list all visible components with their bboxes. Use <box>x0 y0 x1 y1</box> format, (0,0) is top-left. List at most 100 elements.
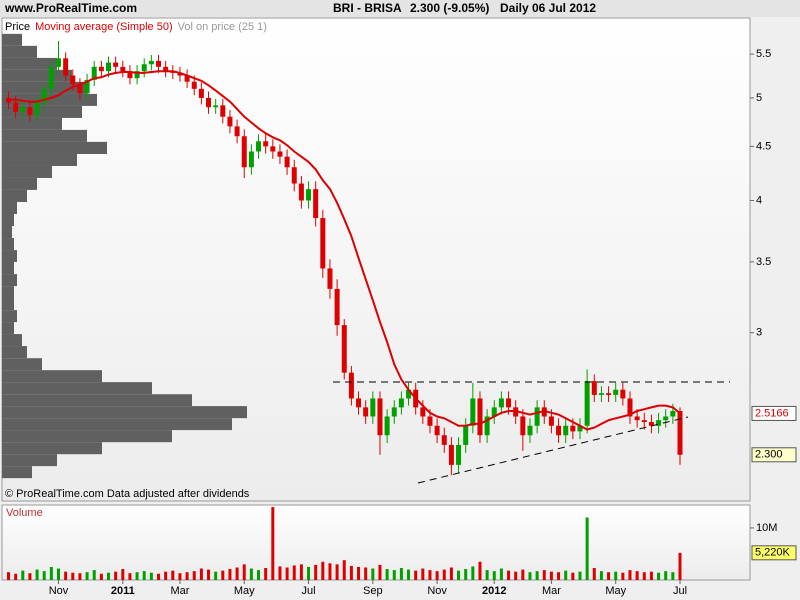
candle-body <box>506 398 512 408</box>
candle-body <box>306 189 312 201</box>
candle-body <box>584 381 590 426</box>
candle-body <box>448 444 454 465</box>
x-tick-label: Mar <box>170 585 189 597</box>
volume-last-label-box <box>751 545 797 561</box>
candle-body <box>356 398 362 408</box>
volume-profile-bar <box>2 418 232 431</box>
volume-bar <box>42 571 46 580</box>
candle-body <box>434 425 440 436</box>
volume-profile-bar <box>2 45 37 58</box>
candle-body <box>613 389 619 395</box>
volume-profile-bar <box>2 406 247 419</box>
volume-bar <box>657 572 661 580</box>
volume-bar <box>671 572 675 580</box>
volume-bar <box>457 570 461 580</box>
volume-bar <box>228 569 232 580</box>
candle-body <box>570 425 576 432</box>
candle-body <box>91 66 97 80</box>
volume-bar <box>171 570 175 580</box>
volume-profile-bar <box>2 189 27 202</box>
candle-body <box>163 66 169 72</box>
volume-bar <box>642 572 646 580</box>
volume-profile-bar <box>2 442 102 455</box>
volume-bar <box>249 568 253 580</box>
volume-bar <box>635 571 639 580</box>
volume-profile-bar <box>2 346 27 359</box>
volume-bar <box>264 568 268 580</box>
volume-bar <box>621 572 625 580</box>
volume-profile-bar <box>2 238 14 251</box>
volume-profile-bar <box>2 57 57 70</box>
volume-bar <box>464 569 468 580</box>
candle-body <box>606 393 612 395</box>
volume-bar <box>328 563 332 580</box>
candle-body <box>313 189 319 219</box>
footer: © ProRealTime.com Data adjusted after di… <box>5 488 250 500</box>
candle-body <box>470 398 476 426</box>
volume-bar <box>585 517 589 580</box>
candle-body <box>20 107 26 112</box>
volume-bar <box>435 571 439 580</box>
candle-body <box>327 268 333 289</box>
volume-bar <box>628 570 632 580</box>
candle-body <box>248 151 254 168</box>
volume-profile-bar <box>2 382 152 395</box>
candle-body <box>341 325 347 373</box>
volume-bar <box>371 568 375 580</box>
plot-layer <box>2 33 683 580</box>
volume-profile-bar <box>2 334 22 347</box>
candle-body <box>406 389 412 399</box>
volume-profile-bar <box>2 225 12 239</box>
candle-body <box>113 62 119 67</box>
legend-entry: Vol on price (25 1) <box>178 21 267 33</box>
volume-bar <box>349 565 353 580</box>
x-tick-label: May <box>234 585 255 597</box>
volume-bar <box>14 573 18 580</box>
volume-bar <box>28 573 32 580</box>
candle-body <box>591 381 597 395</box>
volume-profile-bar <box>2 286 14 299</box>
volume-profile-bar <box>2 250 17 262</box>
volume-panel <box>1 504 751 581</box>
candle-body <box>56 58 62 67</box>
volume-bar <box>471 566 475 580</box>
candle-body <box>520 416 526 436</box>
chart-title: BRI - BRISA <box>333 1 402 15</box>
candle-body <box>534 407 540 426</box>
volume-profile-bar <box>2 274 17 287</box>
volume-bar <box>378 564 382 580</box>
candle-body <box>27 107 33 115</box>
candle-body <box>598 393 604 395</box>
volume-bar <box>564 570 568 580</box>
volume-profile-bar <box>2 370 102 383</box>
volume-bar <box>649 571 653 580</box>
volume-bar <box>185 572 189 580</box>
volume-bar <box>392 570 396 580</box>
candle-body <box>34 102 40 115</box>
volume-title: Volume <box>6 507 43 519</box>
volume-bar <box>507 570 511 580</box>
volume-profile-bar <box>2 33 22 46</box>
volume-bar <box>207 569 211 580</box>
volume-bar <box>364 567 368 580</box>
volume-bar <box>35 569 39 580</box>
volume-profile-bar <box>2 69 72 82</box>
y-tick-label: 10M <box>756 522 777 534</box>
candle-body <box>63 58 69 76</box>
volume-profile-bar <box>2 310 17 323</box>
volume-profile-bar <box>2 322 14 335</box>
volume-bar <box>592 568 596 580</box>
volume-bar <box>428 570 432 580</box>
header-bar <box>0 0 800 17</box>
candle-body <box>656 420 662 426</box>
volume-bar <box>414 570 418 580</box>
volume-bar <box>149 572 153 580</box>
y-tick-label: 3 <box>756 327 762 339</box>
volume-profile-bar <box>2 177 37 190</box>
candle-body <box>220 105 226 117</box>
candle-body <box>477 398 483 436</box>
volume-bar <box>114 571 118 580</box>
candle-body <box>370 398 376 417</box>
volume-bar <box>21 570 25 580</box>
volume-profile-bar <box>2 430 172 443</box>
